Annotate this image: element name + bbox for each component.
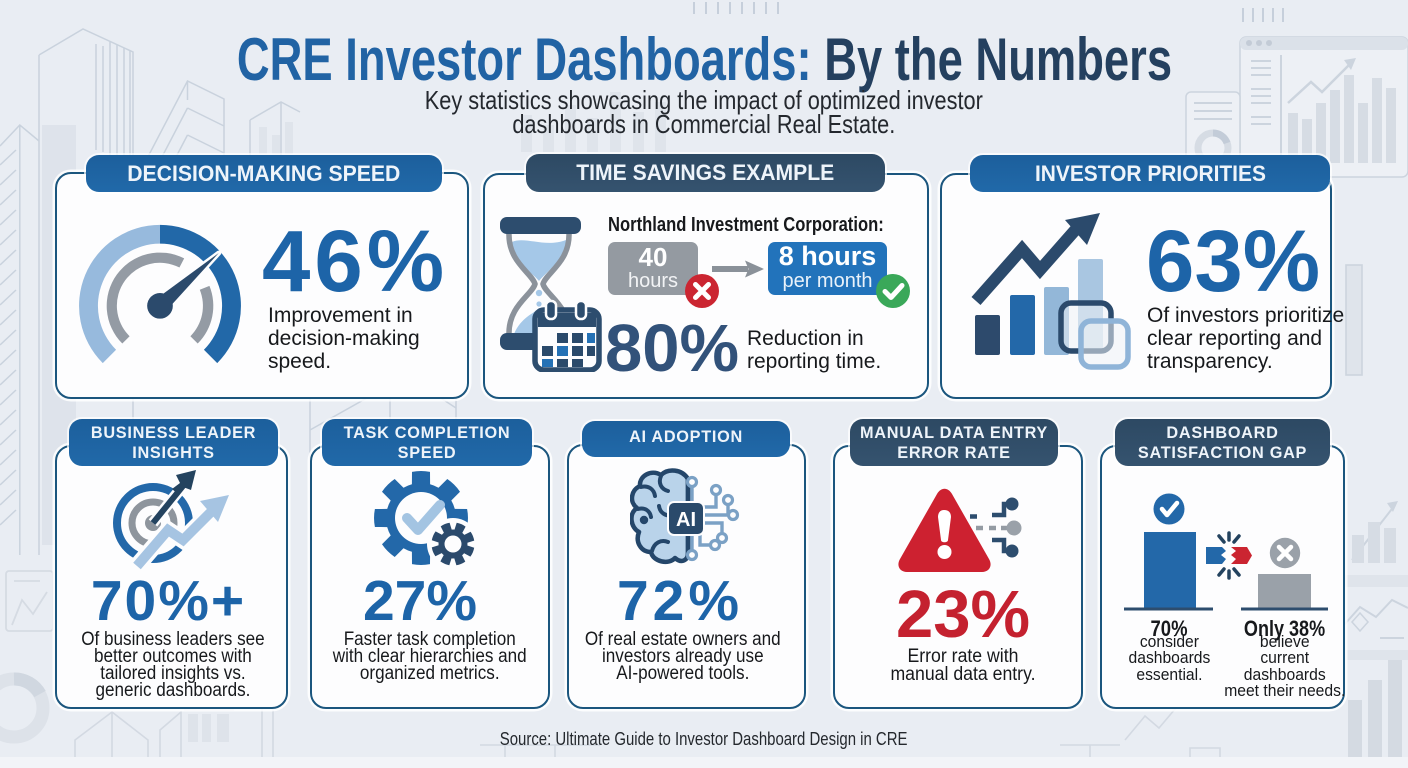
svg-text:AI: AI (676, 509, 696, 531)
